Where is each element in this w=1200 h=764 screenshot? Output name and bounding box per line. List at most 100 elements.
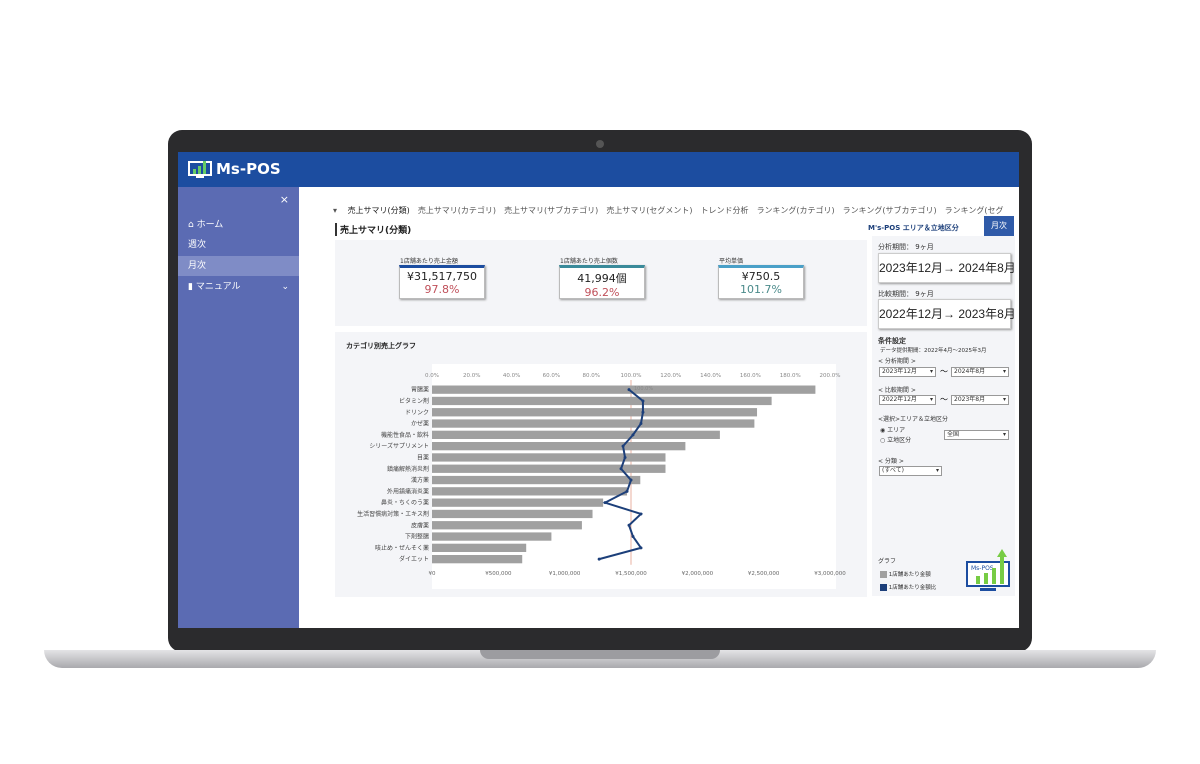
tab-summary-segment[interactable]: 売上サマリ(セグメント) [606,206,693,215]
app-name: Ms-POS [216,160,281,178]
tab-trend[interactable]: トレンド分析 [700,206,749,215]
home-icon: ⌂ [188,220,197,230]
ms-pos-logo-icon [188,161,212,178]
kpi-card: ¥750.5 101.7% [718,265,804,299]
document-icon: ▮ [188,282,196,292]
x2-tick-label: 120.0% [660,373,681,379]
sidebar-item-home[interactable]: ⌂ ホーム [178,215,299,235]
tab-menu-icon[interactable]: ▾ [333,206,340,215]
ratio-point [627,523,631,527]
ratio-point [639,512,643,516]
category-label: ダイエット [399,555,429,563]
tab-ranking-subcategory[interactable]: ランキング(サブカテゴリ) [842,206,937,215]
screen: Ms-POS × ⌂ ホーム 週次 月次 ▮ マニュアル ⌄ ▾ 売上サマリ(分類… [178,152,1019,628]
x-tick-label: ¥500,000 [485,571,512,577]
bar [432,408,758,417]
kpi-card: 41,994個 96.2% [559,265,645,299]
analysis-period-display: 2023年12月→ 2024年8月 [878,253,1016,283]
app-header: Ms-POS [178,152,1019,187]
category-label: 鼻炎・ちくのう薬 [381,499,429,507]
category-label: 咳止め・ぜんそく薬 [375,544,429,552]
analysis-to-select[interactable]: 2024年8月 [951,367,1009,377]
x-tick-label: ¥2,500,000 [748,571,780,577]
area-select[interactable]: 全国 [944,430,1009,440]
ms-pos-monitor-logo-icon: Ms-POS [966,549,1010,591]
conditions-heading: 条件設定 [878,337,906,345]
x2-tick-label: 140.0% [700,373,721,379]
sidebar: × ⌂ ホーム 週次 月次 ▮ マニュアル ⌄ [178,187,299,628]
tab-bar: ▾ 売上サマリ(分類) 売上サマリ(カテゴリ) 売上サマリ(サブカテゴリ) 売上サマリ… [333,205,1013,217]
compare-from-select[interactable]: 2022年12月 [879,395,936,405]
x-tick-label: ¥3,000,000 [814,571,846,577]
class-select[interactable]: (すべて) [879,466,942,476]
sidebar-item-label: マニュアル [195,282,241,292]
x2-tick-label: 0.0% [425,373,439,379]
data-period-note: データ提供期間：2022年4月～2025年3月 [880,348,987,354]
reference-label: 100.0% [634,386,653,392]
kpi-value: ¥750.5 [741,270,781,283]
category-label: ビタミン剤 [399,397,429,405]
sidebar-item-monthly[interactable]: 月次 [178,256,299,276]
kpi-card: ¥31,517,750 97.8% [399,265,485,299]
category-label: 漢方薬 [411,476,429,484]
category-label: 皮膚薬 [411,521,429,529]
compare-period-display: 2022年12月→ 2023年8月 [878,299,1016,329]
category-label: ドリンク [405,409,429,416]
analysis-from-select[interactable]: 2023年12月 [879,367,936,377]
ratio-point [603,501,607,505]
bar [432,453,666,462]
x2-tick-label: 60.0% [543,373,560,379]
x-tick-label: ¥1,500,000 [615,571,647,577]
bar [432,555,523,564]
x-tick-label: ¥0 [429,571,436,577]
legend-item-ratio: 1店舗あたり金額比 [880,583,936,591]
bar [432,521,582,530]
bar [432,385,816,394]
svg-text:Ms-POS: Ms-POS [971,565,994,572]
tab-ranking-segment[interactable]: ランキング(セグ [944,206,1004,215]
bar [432,509,593,519]
legend-title: グラフ [878,558,897,565]
monthly-button[interactable]: 月次 [984,216,1014,236]
kpi-label: 1店舗あたり売上個数 [560,258,618,265]
ratio-point [641,410,645,414]
ratio-line [598,388,644,561]
laptop-notch [480,650,720,659]
x2-tick-label: 160.0% [740,373,761,379]
category-label: 機能性食品・飲料 [381,431,429,439]
tilde: ～ [940,367,948,376]
page-title: 売上サマリ(分類) [335,223,411,236]
bar [432,543,527,552]
category-label: 下剤整腸 [405,533,429,541]
x-tick-label: ¥2,000,000 [682,571,714,577]
category-label: 目薬 [417,453,429,461]
tab-ranking-category[interactable]: ランキング(カテゴリ) [756,206,835,215]
radio-location[interactable]: ○ 立地区分 [880,437,912,444]
bar [432,475,641,485]
sidebar-item-label: 週次 [188,240,207,250]
close-sidebar-button[interactable]: × [279,193,289,206]
radio-area[interactable]: ◉ エリア [880,427,906,434]
compare-to-select[interactable]: 2023年8月 [951,395,1009,405]
ratio-point [641,399,645,403]
x2-tick-label: 40.0% [503,373,520,379]
kpi-label: 平均単価 [719,258,744,265]
legend-item-amount: 1店舗あたり金額 [880,570,931,578]
bar [432,498,604,507]
chevron-down-icon: ⌄ [281,282,289,292]
x2-tick-label: 200.0% [820,373,841,379]
category-label: 外用鎮痛消炎薬 [387,487,429,495]
ratio-point [629,478,633,482]
camera [596,140,604,148]
tab-summary-subcategory[interactable]: 売上サマリ(サブカテゴリ) [504,206,599,215]
sidebar-item-manual[interactable]: ▮ マニュアル ⌄ [178,277,299,297]
bar [432,442,686,451]
bar [432,419,755,428]
ratio-point [621,444,625,448]
tab-summary-category[interactable]: 売上サマリ(カテゴリ) [417,206,497,215]
tab-summary-class[interactable]: 売上サマリ(分類) [347,206,410,215]
sidebar-item-weekly[interactable]: 週次 [178,235,299,255]
chart-title: カテゴリ別売上グラフ [346,342,416,350]
kpi-ratio: 96.2% [584,286,620,299]
ratio-point [623,455,627,459]
